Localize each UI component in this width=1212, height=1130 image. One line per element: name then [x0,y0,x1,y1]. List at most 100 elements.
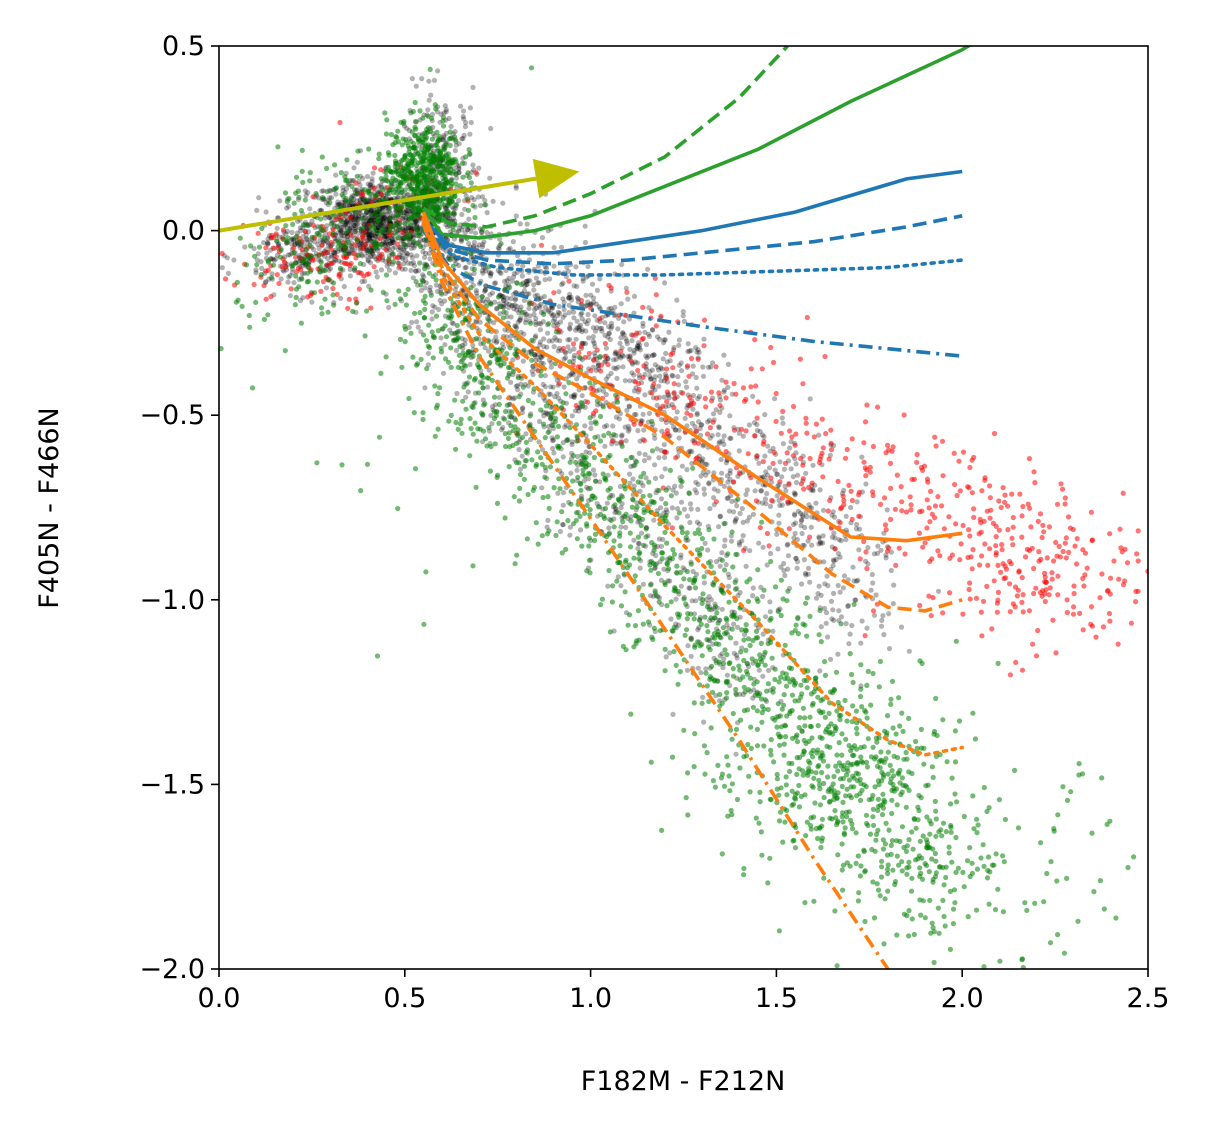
scatter-point [984,583,990,590]
scatter-point [353,215,359,221]
scatter-point [875,404,881,410]
scatter-point [676,337,683,343]
scatter-point [843,513,849,519]
scatter-point [597,276,603,282]
scatter-point [285,235,291,241]
scatter-point [1020,609,1026,615]
scatter-point [917,509,923,515]
scatter-point [899,499,905,505]
scatter-point [622,378,628,384]
scatter-point [491,338,497,344]
scatter-point [561,384,567,390]
scatter-point [800,381,806,387]
scatter-point [498,270,504,276]
scatter-point [302,197,308,203]
scatter-point [434,129,440,135]
scatter-point [490,198,496,204]
scatter-point [462,124,468,130]
scatter-point [567,326,573,332]
scatter-point [756,667,762,673]
scatter-point [849,436,855,442]
scatter-point [346,203,352,209]
scatter-point [414,178,421,184]
scatter-point [338,228,344,234]
scatter-point [1051,558,1057,564]
scatter-point [663,654,669,660]
scatter-point [856,547,862,553]
scatter-point [685,363,691,369]
scatter-point [476,165,482,171]
scatter-point [392,270,398,276]
scatter-point [422,385,428,391]
scatter-point [892,506,899,512]
scatter-point [558,244,565,250]
scatter-point [303,247,309,253]
scatter-point [492,280,499,286]
scatter-point [450,227,456,233]
scatter-point [507,413,513,420]
scatter-point [408,261,414,267]
scatter-point [731,380,737,387]
scatter-point [991,430,998,437]
scatter-point [969,490,975,496]
scatter-point [625,428,632,434]
scatter-point [1074,561,1080,567]
scatter-point [662,454,668,460]
scatter-point [514,307,520,313]
scatter-point [859,618,865,624]
scatter-point [352,226,358,233]
scatter-point [969,566,975,572]
scatter-point [843,621,849,627]
scatter-point [858,640,864,646]
scatter-point [541,336,547,342]
scatter-point [375,255,382,261]
scatter-point [658,365,664,371]
scatter-point [363,253,369,259]
scatter-point [577,527,584,533]
scatter-point [709,689,716,695]
scatter-point [325,256,331,262]
scatter-point [597,316,603,322]
scatter-point [366,231,372,237]
scatter-point [339,218,345,224]
scatter-point [396,247,402,253]
scatter-point [801,557,808,563]
scatter-point [453,171,459,177]
scatter-point [568,501,574,507]
scatter-point [611,357,617,363]
scatter-point [682,415,688,421]
scatter-point [843,537,849,543]
scatter-point [382,233,388,239]
scatter-point [473,170,479,176]
scatter-point [795,508,802,514]
scatter-point [429,316,435,322]
scatter-point [803,572,809,578]
scatter-point [1134,551,1140,557]
scatter-point [848,488,854,494]
scatter-point [367,217,373,223]
scatter-point [362,187,368,193]
scatter-point [466,216,472,222]
scatter-point [400,136,406,142]
scatter-point [1133,599,1139,605]
scatter-point [993,550,999,556]
scatter-point [571,394,577,400]
scatter-point [924,476,931,482]
scatter-point [315,241,321,247]
scatter-point [754,422,760,428]
scatter-point [1097,595,1103,601]
scatter-point [863,473,869,479]
scatter-point [1070,526,1076,533]
scatter-point [324,165,330,171]
scatter-point [467,105,473,111]
scatter-point [917,602,923,609]
scatter-point [733,640,739,646]
scatter-point [310,222,316,228]
scatter-point [299,168,305,174]
scatter-point [662,280,668,286]
scatter-point [560,314,566,320]
scatter-point [338,295,344,301]
scatter-point [453,347,460,354]
scatter-point [796,782,802,789]
scatter-point [333,254,339,260]
